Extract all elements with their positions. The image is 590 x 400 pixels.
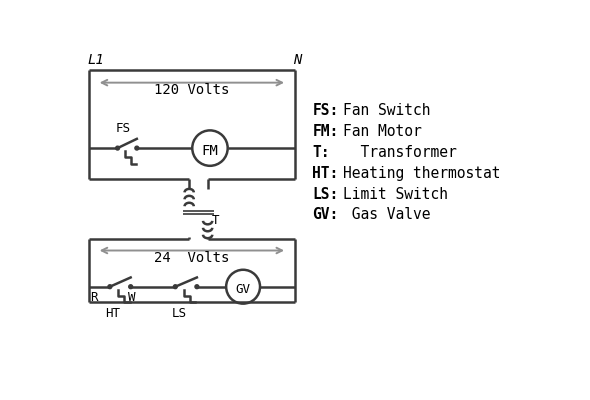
Text: FM:: FM:	[312, 124, 339, 139]
Text: N: N	[293, 53, 301, 67]
Text: GV: GV	[235, 283, 251, 296]
Text: Fan Motor: Fan Motor	[343, 124, 422, 139]
Text: FM: FM	[202, 144, 218, 158]
Circle shape	[135, 146, 139, 150]
Text: Heating thermostat: Heating thermostat	[343, 166, 501, 181]
Text: FS:: FS:	[312, 104, 339, 118]
Text: LS: LS	[172, 307, 186, 320]
Circle shape	[195, 285, 199, 289]
Circle shape	[129, 285, 133, 289]
Text: GV:: GV:	[312, 207, 339, 222]
Text: LS:: LS:	[312, 186, 339, 202]
Text: FS: FS	[115, 122, 130, 135]
Circle shape	[173, 285, 177, 289]
Text: W: W	[127, 291, 135, 304]
Text: HT:: HT:	[312, 166, 339, 181]
Text: L1: L1	[87, 53, 104, 67]
Text: Transformer: Transformer	[343, 145, 457, 160]
Text: HT: HT	[104, 307, 120, 320]
Text: R: R	[90, 291, 97, 304]
Text: T: T	[211, 214, 219, 227]
Text: 24  Volts: 24 Volts	[154, 251, 230, 265]
Circle shape	[116, 146, 120, 150]
Text: Fan Switch: Fan Switch	[343, 104, 431, 118]
Text: Limit Switch: Limit Switch	[343, 186, 448, 202]
Text: T:: T:	[312, 145, 330, 160]
Circle shape	[108, 285, 112, 289]
Text: Gas Valve: Gas Valve	[343, 207, 431, 222]
Text: 120 Volts: 120 Volts	[154, 84, 230, 98]
